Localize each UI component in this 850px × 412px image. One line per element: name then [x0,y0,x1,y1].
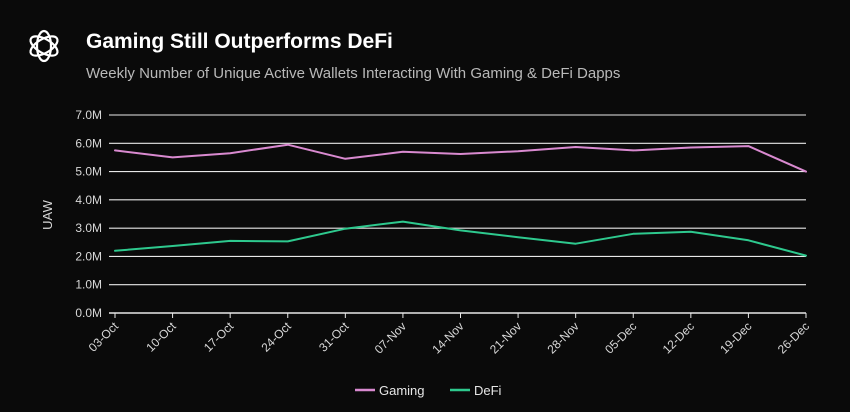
y-tick-label: 6.0M [75,136,102,150]
y-tick-label: 1.0M [75,278,102,292]
y-axis-ticks: 0.0M 1.0M 2.0M 3.0M 4.0M 5.0M 6.0M 7.0M [75,108,102,320]
x-tick-label: 17-Oct [201,319,237,355]
legend: Gaming DeFi [355,383,502,398]
x-tick-label: 24-Oct [259,319,295,355]
series-line-gaming [114,143,807,173]
legend-label-defi: DeFi [474,383,502,398]
x-tick-label: 05-Dec [602,319,639,356]
x-tick-label: 28-Nov [545,319,582,356]
flower-logo-icon [29,29,59,63]
y-tick-label: 7.0M [75,108,102,122]
y-axis-title: UAW [40,199,55,230]
x-axis-ticks: 03-Oct 10-Oct 17-Oct 24-Oct 31-Oct 07-Nov 14-N… [86,313,812,356]
x-tick-label: 31-Oct [316,319,352,355]
y-tick-label: 3.0M [75,221,102,235]
grid-lines [109,114,806,314]
series-line-defi [114,220,807,257]
x-tick-label: 14-Nov [429,319,466,356]
series-lines [114,143,807,257]
x-tick-label: 26-Dec [775,319,812,356]
y-tick-label: 4.0M [75,193,102,207]
x-tick-label: 21-Nov [487,319,524,356]
chart-title: Gaming Still Outperforms DeFi [86,30,393,53]
x-tick-label: 03-Oct [86,319,122,355]
x-tick-label: 19-Dec [717,319,754,356]
x-tick-label: 07-Nov [372,319,409,356]
x-tick-label: 10-Oct [143,319,179,355]
y-tick-label: 5.0M [75,165,102,179]
y-tick-label: 0.0M [75,306,102,320]
x-tick-label: 12-Dec [660,319,697,356]
legend-label-gaming: Gaming [379,383,425,398]
y-tick-label: 2.0M [75,249,102,263]
chart-subtitle: Weekly Number of Unique Active Wallets I… [86,65,621,82]
